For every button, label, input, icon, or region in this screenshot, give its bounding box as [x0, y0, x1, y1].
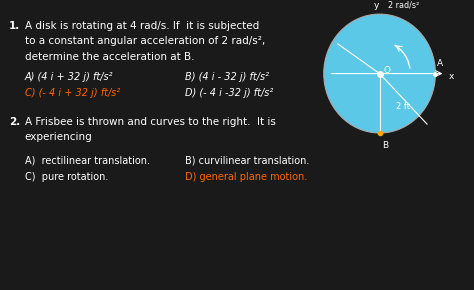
Text: C) (- 4 i + 32 j) ft/s²: C) (- 4 i + 32 j) ft/s² — [25, 88, 120, 98]
Text: 2.: 2. — [9, 117, 20, 127]
Text: O: O — [383, 66, 391, 75]
Text: experiencing: experiencing — [25, 132, 92, 142]
Text: D) general plane motion.: D) general plane motion. — [185, 172, 308, 182]
Text: to a constant angular acceleration of 2 rad/s²,: to a constant angular acceleration of 2 … — [25, 36, 265, 46]
Text: y: y — [374, 1, 379, 10]
Text: A)  rectilinear translation.: A) rectilinear translation. — [25, 155, 150, 165]
Text: B: B — [383, 141, 389, 150]
Text: determine the acceleration at B.: determine the acceleration at B. — [25, 52, 194, 61]
Text: 1.: 1. — [9, 21, 20, 31]
Text: 2 ft: 2 ft — [396, 102, 410, 111]
Text: C)  pure rotation.: C) pure rotation. — [25, 172, 108, 182]
Text: A) (4 i + 32 j) ft/s²: A) (4 i + 32 j) ft/s² — [25, 72, 113, 82]
Text: B) curvilinear translation.: B) curvilinear translation. — [185, 155, 310, 165]
Text: A disk is rotating at 4 rad/s. If  it is subjected: A disk is rotating at 4 rad/s. If it is … — [25, 21, 259, 31]
Text: A: A — [438, 59, 444, 68]
Text: x: x — [448, 72, 454, 81]
Text: 2 rad/s²: 2 rad/s² — [388, 0, 419, 9]
Text: A Frisbee is thrown and curves to the right.  It is: A Frisbee is thrown and curves to the ri… — [25, 117, 275, 127]
Ellipse shape — [324, 14, 436, 133]
Text: D) (- 4 i -32 j) ft/s²: D) (- 4 i -32 j) ft/s² — [185, 88, 273, 98]
Text: B) (4 i - 32 j) ft/s²: B) (4 i - 32 j) ft/s² — [185, 72, 269, 82]
